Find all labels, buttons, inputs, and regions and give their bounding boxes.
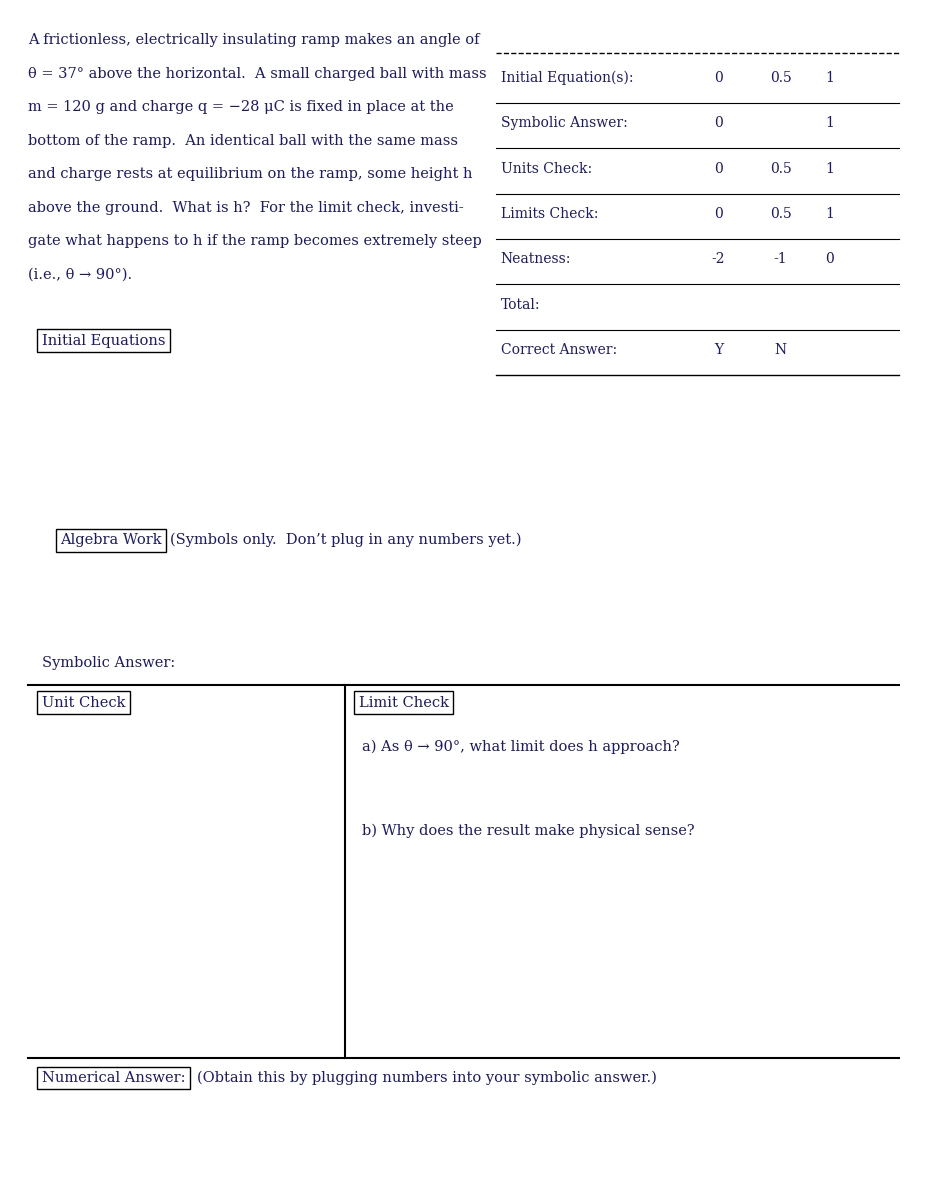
Text: 0: 0	[825, 252, 834, 266]
Text: 1: 1	[825, 161, 834, 176]
Text: 0: 0	[714, 207, 723, 221]
Text: A frictionless, electrically insulating ramp makes an angle of: A frictionless, electrically insulating …	[28, 33, 479, 48]
Text: Total:: Total:	[501, 298, 540, 312]
Text: Limits Check:: Limits Check:	[501, 207, 598, 221]
Text: (Obtain this by plugging numbers into your symbolic answer.): (Obtain this by plugging numbers into yo…	[197, 1071, 657, 1085]
Text: m = 120 g and charge q = −28 μC is fixed in place at the: m = 120 g and charge q = −28 μC is fixed…	[28, 100, 453, 115]
Text: 0: 0	[714, 71, 723, 85]
Text: Units Check:: Units Check:	[501, 161, 591, 176]
Text: 0: 0	[714, 161, 723, 176]
Text: 0.5: 0.5	[769, 161, 792, 176]
Text: Symbolic Answer:: Symbolic Answer:	[501, 116, 628, 130]
Text: above the ground.  What is h?  For the limit check, investi-: above the ground. What is h? For the lim…	[28, 201, 464, 215]
Text: Initial Equations: Initial Equations	[42, 333, 165, 348]
Text: (i.e., θ → 90°).: (i.e., θ → 90°).	[28, 268, 132, 282]
Text: Limit Check: Limit Check	[359, 695, 449, 710]
Text: Numerical Answer:: Numerical Answer:	[42, 1071, 185, 1085]
Text: Neatness:: Neatness:	[501, 252, 571, 266]
Text: (Symbols only.  Don’t plug in any numbers yet.): (Symbols only. Don’t plug in any numbers…	[170, 533, 521, 547]
Text: Algebra Work: Algebra Work	[60, 533, 162, 547]
Text: θ = 37° above the horizontal.  A small charged ball with mass: θ = 37° above the horizontal. A small ch…	[28, 67, 487, 81]
Text: 1: 1	[825, 116, 834, 130]
Text: and charge rests at equilibrium on the ramp, some height h: and charge rests at equilibrium on the r…	[28, 167, 473, 182]
Text: a) As θ → 90°, what limit does h approach?: a) As θ → 90°, what limit does h approac…	[362, 740, 679, 754]
Text: b) Why does the result make physical sense?: b) Why does the result make physical sen…	[362, 823, 694, 838]
Text: Unit Check: Unit Check	[42, 695, 125, 710]
Text: 1: 1	[825, 207, 834, 221]
Text: Symbolic Answer:: Symbolic Answer:	[42, 656, 175, 670]
Text: -2: -2	[712, 252, 725, 266]
Text: Y: Y	[714, 343, 723, 357]
Text: Initial Equation(s):: Initial Equation(s):	[501, 71, 633, 85]
Text: 0.5: 0.5	[769, 71, 792, 85]
Text: 1: 1	[825, 71, 834, 85]
Text: Correct Answer:: Correct Answer:	[501, 343, 616, 357]
Text: -1: -1	[774, 252, 787, 266]
Text: 0.5: 0.5	[769, 207, 792, 221]
Text: N: N	[774, 343, 787, 357]
Text: gate what happens to h if the ramp becomes extremely steep: gate what happens to h if the ramp becom…	[28, 234, 481, 249]
Text: bottom of the ramp.  An identical ball with the same mass: bottom of the ramp. An identical ball wi…	[28, 134, 458, 148]
Text: 0: 0	[714, 116, 723, 130]
